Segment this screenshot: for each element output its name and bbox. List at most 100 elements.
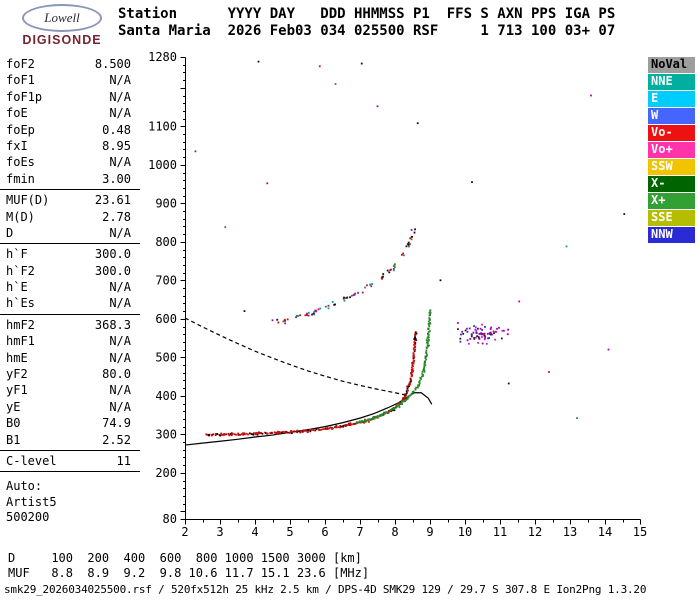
- param-label: foF1p: [6, 89, 43, 104]
- auto-label: Auto:: [6, 479, 43, 493]
- param-label: yE: [6, 399, 21, 414]
- legend-label: SSW: [651, 159, 673, 173]
- legend-item: W: [648, 108, 695, 124]
- table-cell: 1500: [260, 551, 290, 565]
- table-cell: 600: [159, 551, 182, 565]
- param-label: hmF1: [6, 334, 35, 349]
- table-row: MUF 8.8 8.9 9.2 9.8 10.6 11.7 15.1 23.6 [MHz]: [8, 566, 369, 581]
- param-row: hmF1 N/A: [0, 333, 145, 349]
- separator: [0, 189, 145, 191]
- param-row: foEp 0.48: [0, 122, 145, 138]
- param-value: 11: [116, 453, 131, 468]
- param-row: foF2 8.500: [0, 56, 145, 72]
- param-value: 23.61: [94, 193, 131, 208]
- param-row: C-level 11: [0, 453, 145, 469]
- legend-item: E: [648, 91, 695, 107]
- param-row: h`Es N/A: [0, 295, 145, 311]
- param-label: foE: [6, 106, 28, 121]
- table-cell: 11.7: [224, 566, 254, 580]
- status-bar: smk29_2026034025500.rsf / 520fx512h 25 k…: [4, 583, 647, 596]
- param-row: h`F2 300.0: [0, 263, 145, 279]
- param-value: 368.3: [94, 317, 131, 332]
- param-row: foF1p N/A: [0, 89, 145, 105]
- param-label: B1: [6, 432, 21, 447]
- param-label: foF1: [6, 73, 35, 88]
- param-row: fmin 3.00: [0, 171, 145, 187]
- lowell-digisonde-logo: Lowell DIGISONDE: [8, 4, 116, 50]
- table-cell: 1000: [224, 551, 254, 565]
- legend-item: X-: [648, 176, 695, 192]
- table-cell: 9.2: [123, 566, 146, 580]
- param-row: hmE N/A: [0, 350, 145, 366]
- parameter-panel: foF2 8.500 foF1 N/A foF1p N/A foE N/A foEp 0.48 fx…: [0, 56, 145, 474]
- param-row: M(D) 2.78: [0, 209, 145, 225]
- legend-label: W: [651, 108, 659, 122]
- param-label: yF1: [6, 383, 28, 398]
- table-cell: 200: [87, 551, 110, 565]
- param-row: h`F 300.0: [0, 246, 145, 262]
- legend-label: NNW: [651, 227, 673, 241]
- header-station-values: Santa Maria 2026 Feb03 034 025500 RSF 1 …: [118, 23, 616, 39]
- distance-muf-table: D 100 200 400 600 800 1000 1500 3000 [km] MUF 8.8 8.…: [8, 551, 369, 581]
- param-label: foEp: [6, 122, 35, 137]
- legend-item: NNE: [648, 74, 695, 90]
- autoscaler-name: Artist5: [6, 494, 57, 509]
- legend-label: Vo+: [651, 142, 673, 156]
- param-label: h`E: [6, 280, 28, 295]
- separator: [0, 471, 145, 473]
- param-row: fxI 8.95: [0, 138, 145, 154]
- param-row: D N/A: [0, 225, 145, 241]
- param-label: yF2: [6, 367, 28, 382]
- legend-item: X+: [648, 193, 695, 209]
- legend-label: SSE: [651, 210, 673, 224]
- param-row: h`E N/A: [0, 279, 145, 295]
- table-cell: 800: [195, 551, 218, 565]
- legend-label: X-: [651, 176, 666, 190]
- param-value: 2.52: [102, 432, 131, 447]
- table-row-label: MUF: [8, 566, 30, 580]
- table-cell: 10.6: [188, 566, 218, 580]
- param-label: M(D): [6, 209, 35, 224]
- legend-item: SSE: [648, 210, 695, 226]
- param-label: D: [6, 225, 14, 240]
- param-value: N/A: [109, 225, 131, 240]
- autoscaler-version: 500200: [6, 510, 50, 524]
- param-row: yF1 N/A: [0, 382, 145, 398]
- legend-item: NoVal: [648, 57, 695, 73]
- param-row: hmF2 368.3: [0, 317, 145, 333]
- table-unit: [MHz]: [332, 566, 370, 580]
- table-cell: 15.1: [260, 566, 290, 580]
- lowell-logo-oval: Lowell: [22, 4, 102, 32]
- param-row: B0 74.9: [0, 415, 145, 431]
- param-value: N/A: [109, 89, 131, 104]
- param-value: 300.0: [94, 247, 131, 262]
- table-cell: 8.9: [87, 566, 110, 580]
- param-value: N/A: [109, 73, 131, 88]
- param-value: N/A: [109, 280, 131, 295]
- autoscaling-info: Auto: Artist5 500200: [6, 479, 57, 526]
- legend-label: NoVal: [651, 57, 688, 71]
- param-row: yF2 80.0: [0, 366, 145, 382]
- table-cell: 23.6: [296, 566, 326, 580]
- param-value: N/A: [109, 399, 131, 414]
- separator: [0, 243, 145, 245]
- param-row: foE N/A: [0, 105, 145, 121]
- param-value: 0.48: [102, 122, 131, 137]
- param-label: C-level: [6, 453, 57, 468]
- table-cell: 100: [51, 551, 73, 565]
- legend-label: E: [651, 91, 659, 105]
- param-value: 74.9: [102, 416, 131, 431]
- legend-label: Vo-: [651, 125, 673, 139]
- param-value: 300.0: [94, 263, 131, 278]
- param-label: h`F: [6, 247, 28, 262]
- separator: [0, 313, 145, 315]
- separator: [0, 449, 145, 451]
- header-column-titles: Station YYYY DAY DDD HHMMSS P1 FFS S AXN…: [118, 6, 616, 22]
- param-label: hmE: [6, 350, 28, 365]
- param-label: hmF2: [6, 317, 35, 332]
- table-cell: 3000: [296, 551, 326, 565]
- param-value: N/A: [109, 155, 131, 170]
- param-label: fmin: [6, 171, 35, 186]
- table-unit: [km]: [332, 551, 362, 565]
